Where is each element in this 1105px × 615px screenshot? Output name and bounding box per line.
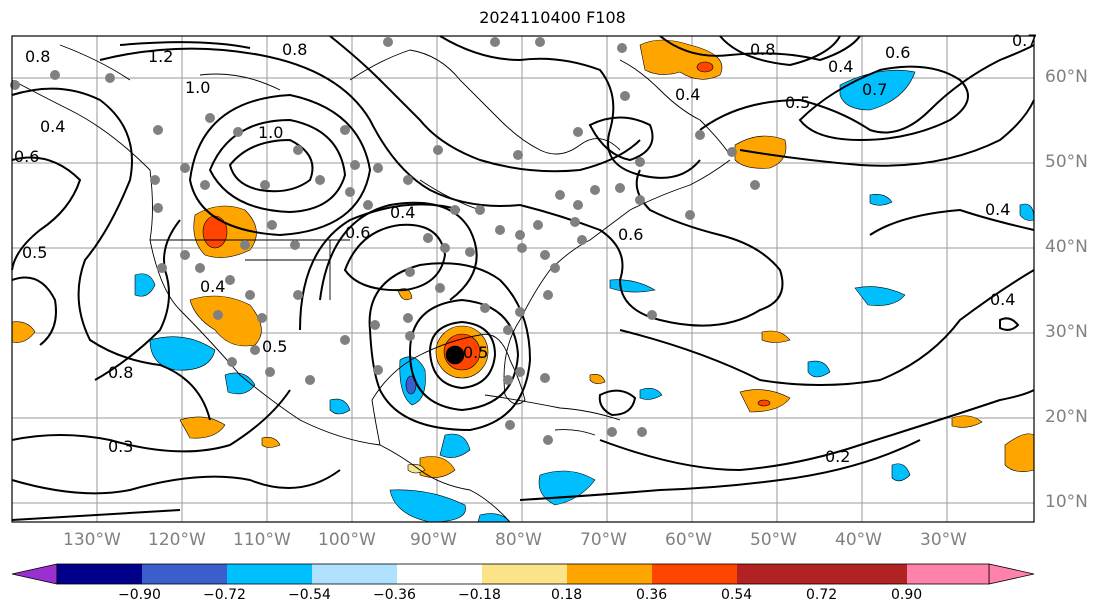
longitude-label: 40°W [835, 530, 882, 550]
latitude-label: 20°N [1045, 407, 1088, 427]
longitude-label: 70°W [580, 530, 627, 550]
latitude-label: 50°N [1045, 152, 1088, 172]
map-title: 2024110400 F108 [479, 8, 626, 27]
colorbar-swatch [142, 564, 227, 584]
contour-label: 0.4 [40, 117, 65, 136]
contour-label: 0.5 [785, 93, 810, 112]
colorbar-tick-label: 0.18 [551, 587, 583, 603]
latitude-label: 40°N [1045, 237, 1088, 257]
map-frame [11, 35, 1035, 523]
contour-label: 0.6 [345, 223, 370, 242]
contour-lines [11, 35, 1035, 521]
contour-label: 0.4 [828, 57, 853, 76]
colorbar-extend-low [11, 563, 58, 585]
colorbar-swatch [312, 564, 397, 584]
contour-label: 0.4 [200, 277, 225, 296]
contour-label: 0.6 [14, 147, 39, 166]
latitude-label: 30°N [1045, 322, 1088, 342]
latitude-label: 10°N [1045, 492, 1088, 512]
colorbar-swatch [482, 564, 567, 584]
contour-label: 0.8 [25, 47, 50, 66]
colorbar-tick-label: −0.54 [288, 587, 331, 603]
contour-label: 0.8 [750, 40, 775, 59]
contour-label: 0.4 [990, 290, 1015, 309]
contour-label: 1.0 [258, 123, 283, 142]
colorbar-swatch [652, 564, 737, 584]
contour-label: 0.5 [22, 243, 47, 262]
longitude-label: 30°W [920, 530, 967, 550]
colorbar-tick-label: −0.36 [373, 587, 416, 603]
contour-label: 1.0 [185, 78, 210, 97]
contour-label: 0.6 [618, 225, 643, 244]
contour-label: 0.4 [390, 203, 415, 222]
shaded-fields [11, 39, 1035, 523]
contour-label: 0.5 [463, 343, 488, 362]
colorbar-swatch [397, 564, 482, 584]
longitude-label: 110°W [233, 530, 291, 550]
colorbar-tick-label: 0.72 [806, 587, 838, 603]
colorbar [11, 563, 1035, 585]
longitude-label: 50°W [750, 530, 797, 550]
longitude-label: 60°W [665, 530, 712, 550]
colorbar-swatch [907, 564, 989, 584]
longitude-label: 100°W [318, 530, 376, 550]
map-panel [12, 36, 1034, 522]
colorbar-tick-label: −0.72 [203, 587, 246, 603]
colorbar-outline [56, 563, 990, 585]
longitude-label: 90°W [410, 530, 457, 550]
longitude-label: 120°W [148, 530, 206, 550]
colorbar-swatch [737, 564, 822, 584]
contour-label: 0.3 [108, 437, 133, 456]
colorbar-extend-high [988, 563, 1035, 585]
colorbar-swatch [57, 564, 142, 584]
colorbar-swatch [822, 564, 907, 584]
longitude-label: 130°W [63, 530, 121, 550]
contour-label: 0.2 [825, 447, 850, 466]
colorbar-tick-label: −0.90 [118, 587, 161, 603]
colorbar-tick-label: 0.90 [891, 587, 923, 603]
contour-label: 1.2 [148, 47, 173, 66]
contour-label: 0.4 [675, 85, 700, 104]
colorbar-swatch [567, 564, 652, 584]
contour-label: 0.5 [262, 337, 287, 356]
contour-label: 0.8 [108, 363, 133, 382]
contour-label: 0.4 [985, 200, 1010, 219]
latitude-label: 60°N [1045, 67, 1088, 87]
colorbar-tick-label: 0.36 [636, 587, 668, 603]
colorbar-tick-label: 0.54 [721, 587, 753, 603]
contour-label: 0.7 [862, 80, 887, 99]
longitude-label: 80°W [495, 530, 542, 550]
contour-label: 0.6 [885, 43, 910, 62]
contour-labels: 1.2 0.8 0.8 0.7 1.0 0.8 0.4 0.6 0.5 1.0 … [14, 31, 1037, 466]
colorbar-swatch [227, 564, 312, 584]
colorbar-tick-label: −0.18 [458, 587, 501, 603]
station-markers [10, 37, 760, 445]
contour-label: 0.8 [282, 40, 307, 59]
